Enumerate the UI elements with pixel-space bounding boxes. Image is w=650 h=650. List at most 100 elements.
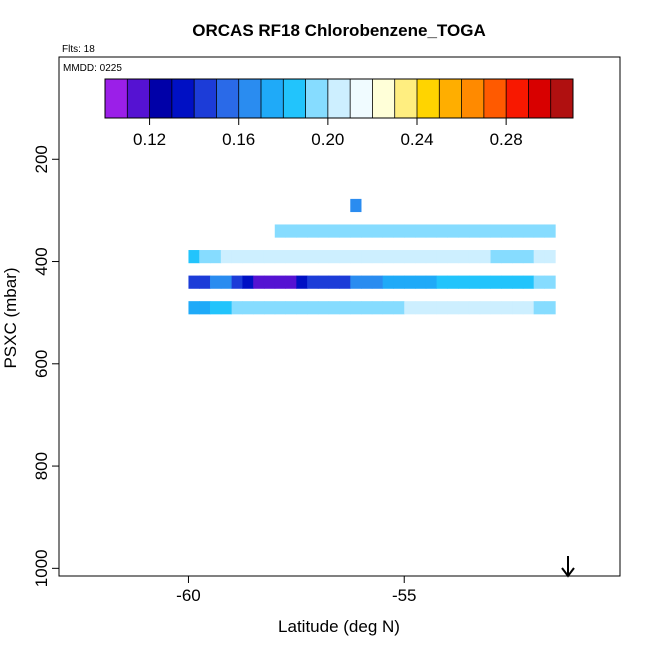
heatmap-cell [490, 250, 502, 264]
colorbar-swatch [350, 79, 373, 118]
heatmap-cell [274, 275, 286, 289]
heatmap-cell [522, 275, 535, 289]
heatmap-cell [425, 250, 437, 264]
colorbar-swatch [127, 79, 150, 118]
heatmap-cell [371, 275, 384, 289]
heatmap-cell [533, 301, 545, 315]
date-label: MMDD: 0225 [63, 63, 122, 74]
heatmap-cell [361, 275, 373, 289]
heatmap-cell [317, 224, 330, 238]
heatmap-cell [307, 224, 319, 238]
colorbar-tick-label: 0.20 [311, 130, 344, 149]
heatmap-cell [231, 301, 243, 315]
heatmap-cell [339, 250, 351, 264]
heatmap-cell [361, 224, 373, 238]
heatmap-cell [404, 224, 416, 238]
heatmap-cell [415, 250, 427, 264]
heatmap-cell [512, 275, 524, 289]
heatmap-cell [382, 250, 394, 264]
heatmap-cell [447, 250, 459, 264]
heatmap-cell [274, 250, 286, 264]
heatmap-cell [447, 275, 459, 289]
heatmap-cell [328, 275, 340, 289]
heatmap-cell [533, 250, 545, 264]
heatmap-cell [231, 275, 243, 289]
heatmap-cell [199, 250, 211, 264]
heatmap-cell [512, 224, 524, 238]
heatmap-cell [188, 250, 200, 264]
heatmap-cell [371, 250, 384, 264]
heatmap-cell [361, 301, 373, 315]
heatmap-cell [522, 224, 535, 238]
colorbar-swatch [372, 79, 396, 118]
colorbar-swatch [483, 79, 507, 118]
x-axis: -60 -55 [176, 576, 417, 605]
heatmap-cell [220, 250, 233, 264]
flights-label: Flts: 18 [62, 44, 95, 55]
heatmap-cell [328, 301, 340, 315]
heatmap-cell [328, 224, 340, 238]
heatmap-cell [253, 250, 265, 264]
heatmap-cell [188, 275, 200, 289]
colorbar-tick-label: 0.28 [490, 130, 523, 149]
heatmap-cell [263, 275, 276, 289]
heatmap-cell [425, 224, 437, 238]
heatmap-cell [274, 301, 286, 315]
heatmap-cell [350, 250, 362, 264]
heatmap-cell [468, 224, 481, 238]
colorbar-swatch [216, 79, 240, 118]
heatmap-cell [458, 250, 470, 264]
heatmap-cell [458, 224, 470, 238]
colorbar-swatch [194, 79, 217, 118]
heatmap-cell [425, 301, 437, 315]
heatmap-cell [253, 301, 265, 315]
heatmap-cell [501, 224, 513, 238]
heatmap-cell [479, 224, 491, 238]
heatmap-cell [199, 301, 211, 315]
heatmap-cell [522, 250, 535, 264]
x-tick-label: -60 [176, 586, 201, 605]
heatmap-cell [328, 250, 340, 264]
heatmap-cell [285, 224, 297, 238]
heatmap-cell [361, 250, 373, 264]
heatmap-cell [274, 224, 286, 238]
heatmap-cells [188, 198, 556, 315]
heatmap-cell [285, 301, 297, 315]
heatmap-cell [296, 250, 308, 264]
heatmap-cell [533, 224, 545, 238]
heatmap-cell [242, 301, 254, 315]
colorbar-swatch [261, 79, 284, 118]
heatmap-cell [393, 224, 405, 238]
colorbar-frame [104, 78, 574, 119]
colorbar-swatch [149, 79, 173, 118]
y-tick-label: 1000 [32, 549, 51, 587]
heatmap-cell [382, 301, 394, 315]
colorbar-swatch [528, 79, 552, 118]
heatmap-cell [501, 250, 513, 264]
heatmap-cell [544, 224, 556, 238]
heatmap-cell [188, 301, 200, 315]
heatmap-cell [382, 224, 394, 238]
heatmap-cell [393, 301, 405, 315]
heatmap-cell [339, 301, 351, 315]
heatmap-cell [307, 250, 319, 264]
colorbar-tick-label: 0.12 [133, 130, 166, 149]
heatmap-cell [544, 275, 556, 289]
heatmap-cell [533, 275, 545, 289]
heatmap-cell [404, 250, 416, 264]
y-tick-label: 600 [32, 350, 51, 378]
heatmap-cell [458, 301, 470, 315]
heatmap-cell [350, 224, 362, 238]
heatmap-cell [479, 301, 491, 315]
heatmap-cell [307, 301, 319, 315]
colorbar-swatch [417, 79, 440, 118]
heatmap-cell [350, 198, 362, 213]
heatmap-cell [415, 301, 427, 315]
heatmap-cell [253, 275, 265, 289]
heatmap-cell [317, 250, 330, 264]
heatmap-cell [436, 301, 448, 315]
heatmap-cell [468, 250, 481, 264]
heatmap-cell [501, 275, 513, 289]
heatmap-cell [350, 301, 362, 315]
